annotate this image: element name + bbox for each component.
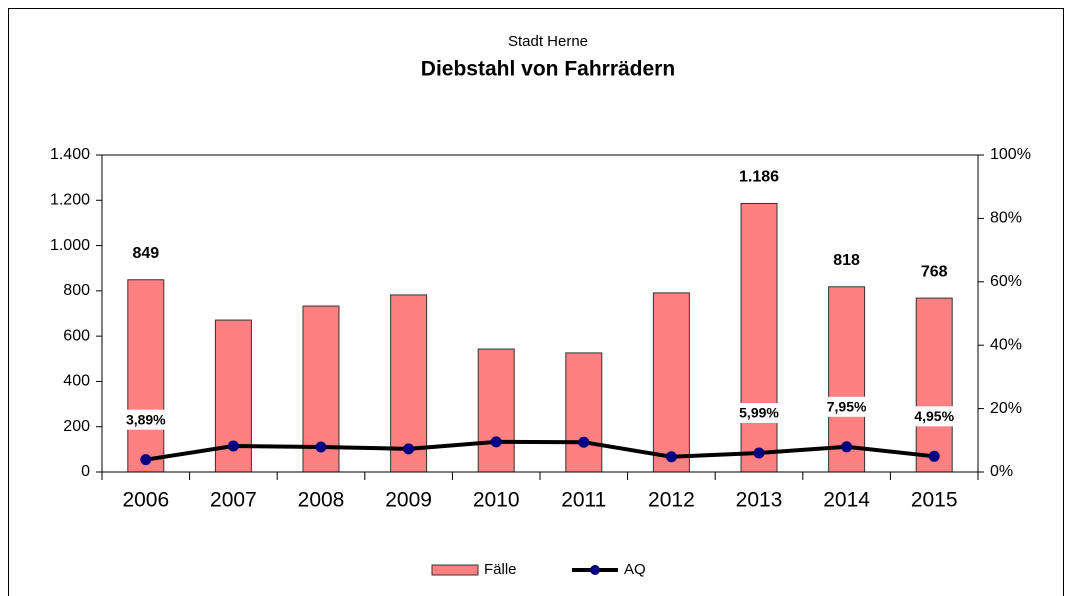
x-tick-label: 2010 bbox=[473, 489, 520, 512]
line-marker bbox=[753, 447, 765, 459]
y-tick-label: 1.400 bbox=[50, 146, 90, 163]
line-value-label: 4,95% bbox=[914, 408, 954, 424]
chart-title: Diebstahl von Fahrrädern bbox=[421, 58, 675, 81]
x-tick-label: 2014 bbox=[823, 489, 870, 512]
label-background bbox=[821, 396, 872, 417]
line-marker bbox=[227, 440, 239, 452]
y2-tick-label: 80% bbox=[990, 210, 1022, 227]
y2-tick-label: 20% bbox=[990, 400, 1022, 417]
y-tick-label: 600 bbox=[63, 327, 90, 344]
bar bbox=[652, 292, 690, 473]
line-marker bbox=[841, 441, 853, 453]
x-tick-label: 2011 bbox=[561, 489, 606, 512]
y-tick-label: 400 bbox=[63, 373, 90, 390]
y2-tick-label: 40% bbox=[990, 336, 1022, 353]
y-tick-label: 800 bbox=[63, 282, 90, 299]
x-tick-label: 2012 bbox=[648, 489, 695, 512]
label-background bbox=[909, 406, 960, 427]
y-tick-label: 1.200 bbox=[50, 192, 90, 209]
line-marker bbox=[490, 436, 502, 448]
legend-label: AQ bbox=[624, 561, 646, 578]
legend-swatch bbox=[431, 564, 479, 576]
bar bbox=[477, 348, 515, 473]
label-background bbox=[120, 409, 171, 430]
bar-value-label: 818 bbox=[833, 252, 860, 269]
chart-subtitle: Stadt Herne bbox=[508, 33, 588, 50]
line-marker bbox=[403, 443, 415, 455]
bar bbox=[127, 279, 165, 473]
bar-value-label: 1.186 bbox=[739, 169, 779, 186]
legend-marker bbox=[590, 565, 600, 575]
x-tick-label: 2007 bbox=[210, 489, 257, 512]
y-tick-label: 1.000 bbox=[50, 237, 90, 254]
bar bbox=[740, 202, 778, 473]
bar bbox=[915, 297, 953, 473]
line-marker bbox=[315, 441, 327, 453]
line-marker bbox=[578, 436, 590, 448]
legend-label: Fälle bbox=[484, 561, 517, 578]
line-marker bbox=[665, 451, 677, 463]
line-value-label: 7,95% bbox=[827, 399, 867, 415]
label-background bbox=[734, 403, 784, 424]
line-marker bbox=[140, 454, 152, 466]
x-tick-label: 2006 bbox=[122, 489, 169, 512]
bar-value-label: 768 bbox=[921, 263, 948, 280]
y2-tick-label: 60% bbox=[990, 273, 1022, 290]
x-tick-label: 2013 bbox=[736, 489, 783, 512]
x-tick-label: 2009 bbox=[385, 489, 432, 512]
x-tick-label: 2008 bbox=[298, 489, 345, 512]
bar bbox=[565, 352, 603, 473]
x-tick-label: 2015 bbox=[911, 489, 958, 512]
bar-value-label: 849 bbox=[132, 245, 159, 262]
line-value-label: 5,99% bbox=[739, 405, 779, 421]
y2-tick-label: 100% bbox=[990, 146, 1031, 163]
line-marker bbox=[928, 450, 940, 462]
line-value-label: 3,89% bbox=[126, 411, 166, 427]
y-tick-label: 200 bbox=[63, 418, 90, 435]
y2-tick-label: 0% bbox=[990, 463, 1013, 480]
y-tick-label: 0 bbox=[81, 463, 90, 480]
chart-frame bbox=[8, 8, 1064, 596]
bar bbox=[828, 286, 866, 473]
line bbox=[145, 439, 935, 462]
